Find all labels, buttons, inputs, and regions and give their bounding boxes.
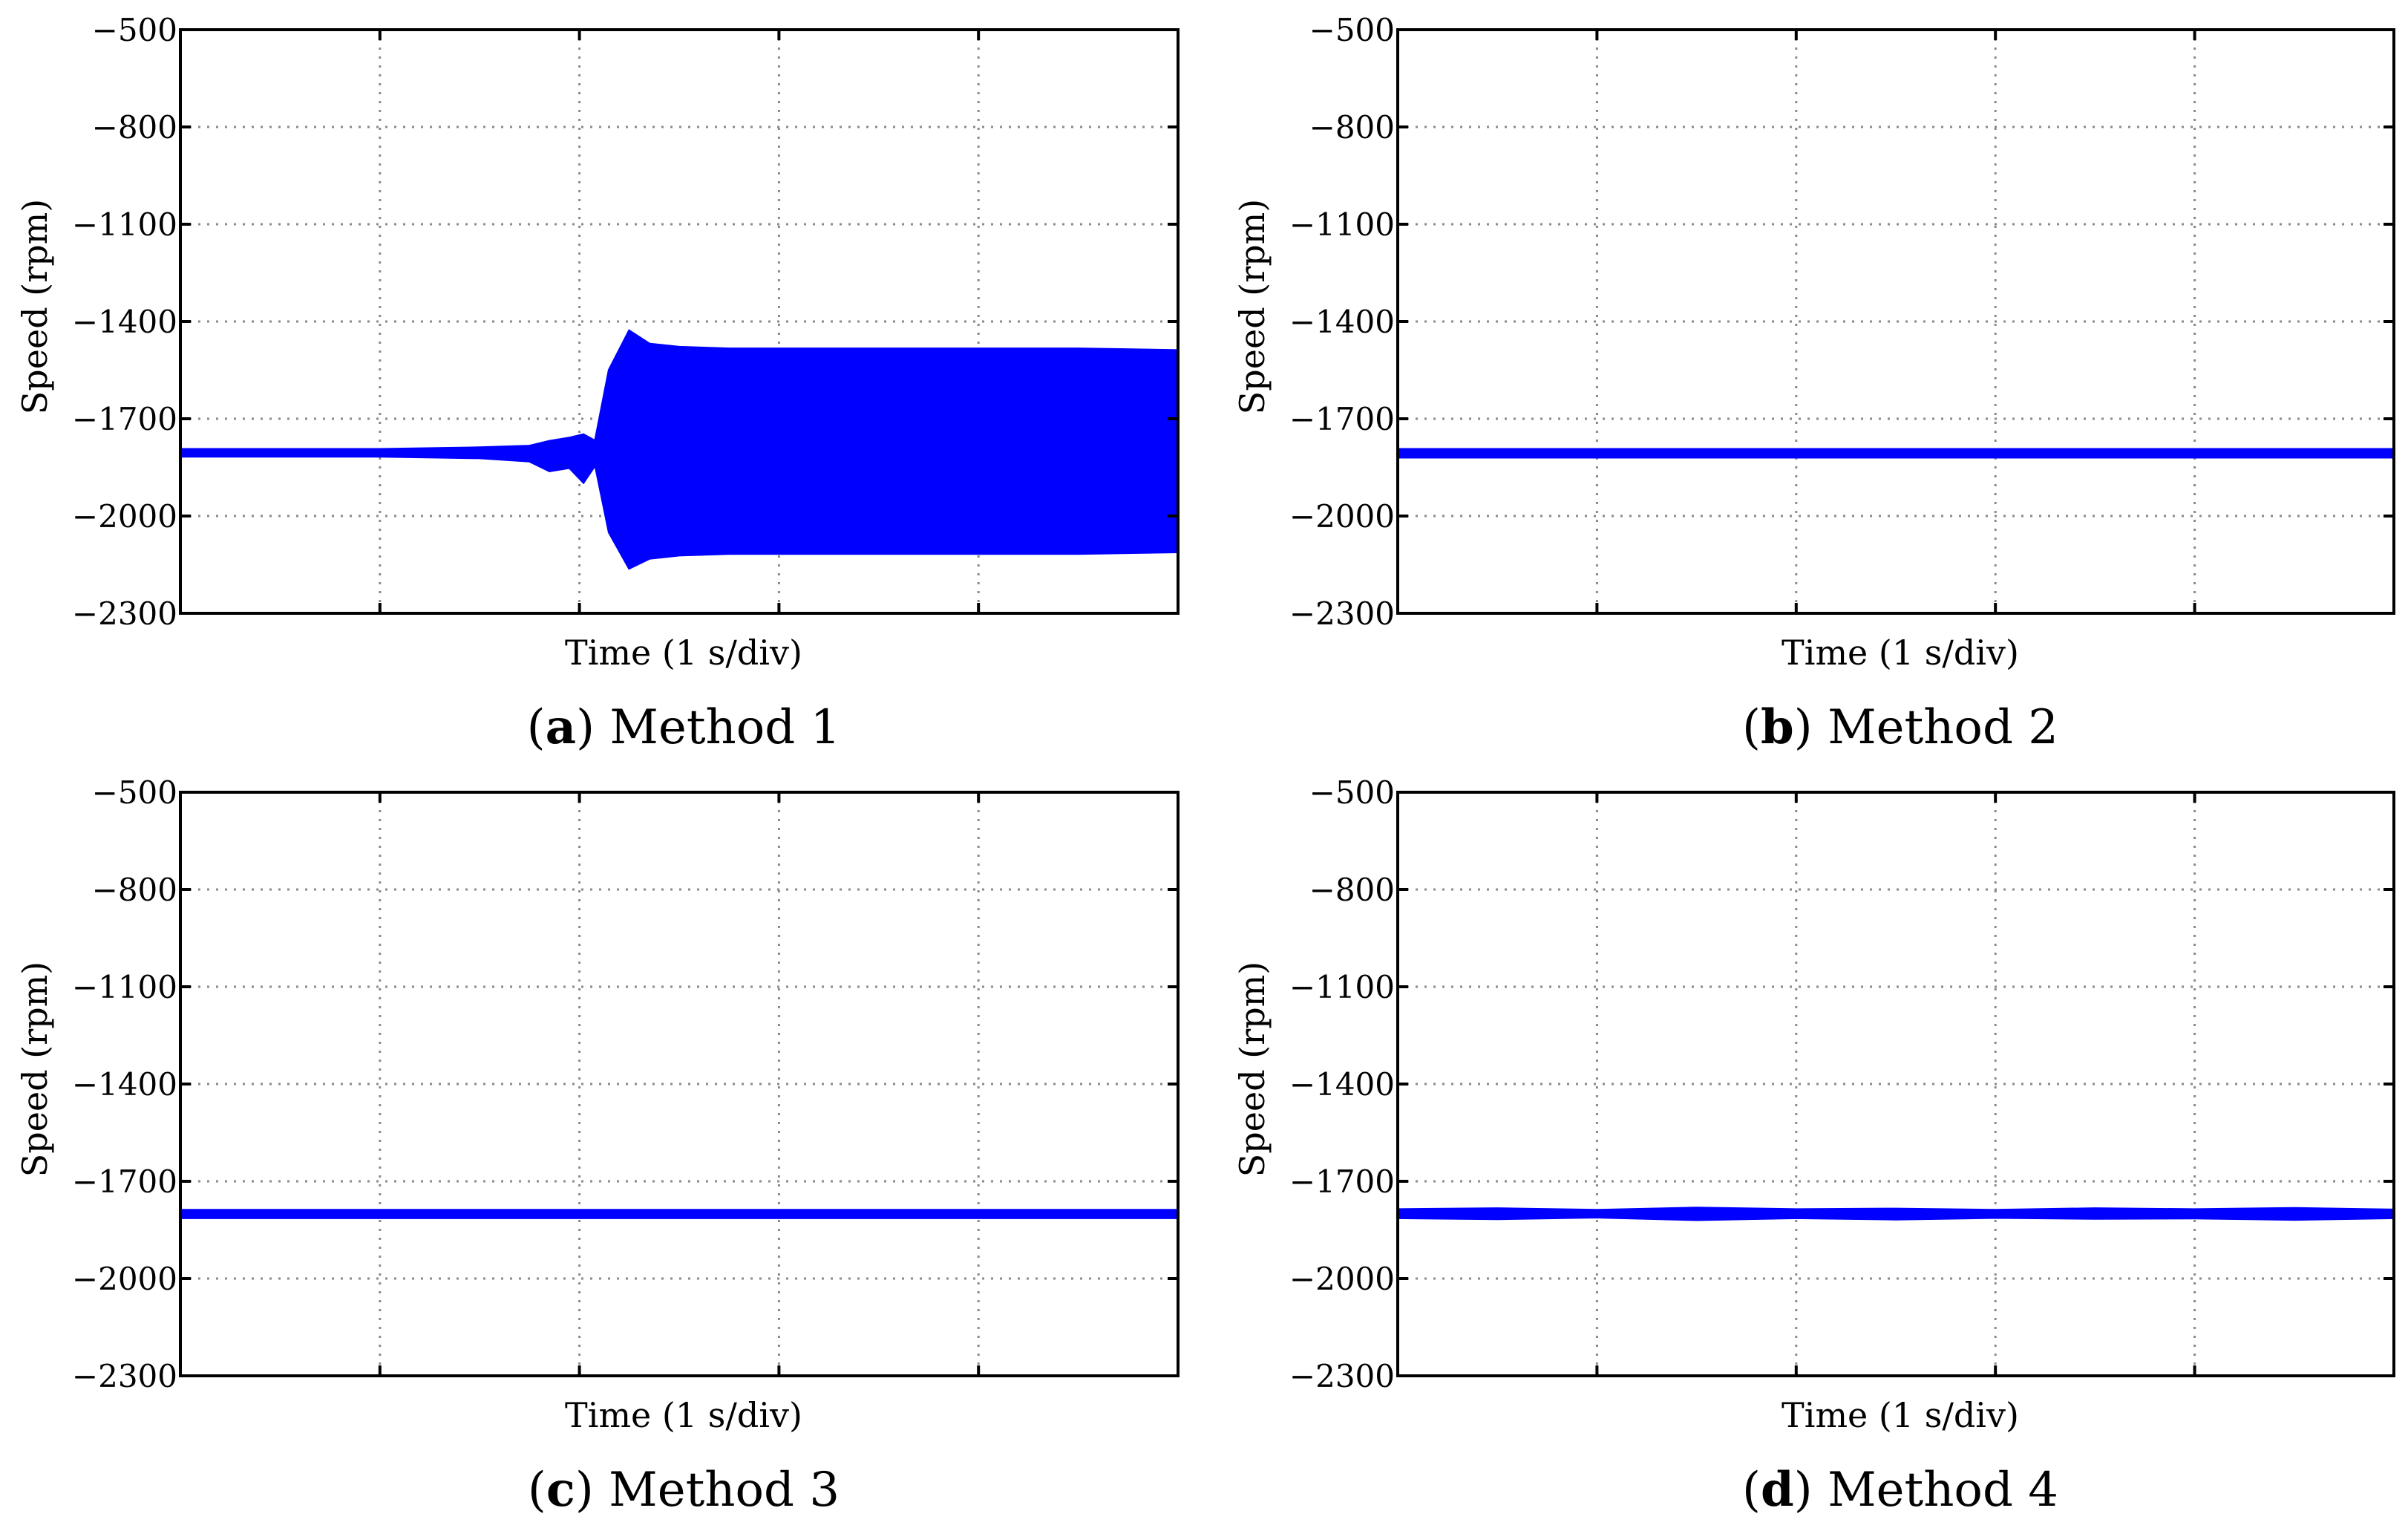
y-axis-label: Speed (rpm) bbox=[15, 199, 55, 414]
y-tick-label: −1400 bbox=[1289, 304, 1395, 340]
y-tick-label: −800 bbox=[1309, 872, 1395, 908]
panel-caption: (b) Method 2 bbox=[1742, 699, 2058, 755]
y-tick-label: −1100 bbox=[72, 206, 177, 243]
chart-panel-b: −500 −800 −1100 −1400 −1700 −2000 −2300 Time (1… bbox=[1232, 12, 2395, 755]
y-tick-label: −1100 bbox=[1289, 206, 1395, 243]
x-axis-label: Time (1 s/div) bbox=[565, 1395, 802, 1435]
x-axis-label: Time (1 s/div) bbox=[1782, 1395, 2019, 1435]
y-tick-label: −1700 bbox=[72, 1163, 177, 1200]
caption-open-paren: ( bbox=[1742, 700, 1761, 755]
caption-title: Method 2 bbox=[1813, 700, 2058, 755]
caption-close-paren: ) bbox=[1794, 1463, 1813, 1518]
y-tick-label: −2300 bbox=[72, 595, 177, 632]
speed-trace bbox=[179, 1209, 1180, 1219]
y-tick-label: −800 bbox=[92, 109, 177, 146]
speed-trace bbox=[1396, 448, 2395, 459]
y-tick-label: −2300 bbox=[1289, 595, 1395, 632]
speed-trace bbox=[1396, 1207, 2395, 1221]
y-tick-label: −500 bbox=[1309, 774, 1395, 811]
panel-caption: (c) Method 3 bbox=[528, 1462, 840, 1518]
x-axis-label: Time (1 s/div) bbox=[565, 633, 802, 673]
caption-letter: a bbox=[546, 699, 576, 755]
y-axis-label: Speed (rpm) bbox=[1232, 962, 1272, 1177]
y-axis-label: Speed (rpm) bbox=[15, 962, 55, 1177]
caption-letter: c bbox=[546, 1462, 575, 1518]
y-tick-label: −500 bbox=[92, 774, 177, 811]
y-tick-label: −2300 bbox=[72, 1358, 177, 1394]
y-tick-label: −1100 bbox=[72, 969, 177, 1005]
caption-close-paren: ) bbox=[575, 1463, 594, 1518]
y-tick-label: −2000 bbox=[72, 1261, 177, 1297]
panel-caption: (a) Method 1 bbox=[527, 699, 841, 755]
y-tick-label: −500 bbox=[1309, 12, 1395, 48]
chart-panel-d: −500 −800 −1100 −1400 −1700 −2000 −2300 Time (1… bbox=[1232, 774, 2395, 1518]
chart-panel-a: −500 −800 −1100 −1400 −1700 −2000 −2300 Time (1… bbox=[15, 12, 1180, 755]
caption-open-paren: ( bbox=[1742, 1463, 1761, 1518]
y-tick-label: −2000 bbox=[1289, 1261, 1395, 1297]
y-tick-label: −2300 bbox=[1289, 1358, 1395, 1394]
y-tick-label: −1400 bbox=[72, 1066, 177, 1103]
y-tick-label: −800 bbox=[92, 872, 177, 908]
y-tick-label: −1100 bbox=[1289, 969, 1395, 1005]
caption-letter: d bbox=[1761, 1462, 1794, 1518]
y-tick-label: −1700 bbox=[1289, 1163, 1395, 1200]
y-tick-label: −1400 bbox=[72, 304, 177, 340]
y-tick-label: −1400 bbox=[1289, 1066, 1395, 1103]
caption-close-paren: ) bbox=[1794, 700, 1813, 755]
y-tick-label: −800 bbox=[1309, 109, 1395, 146]
chart-panel-c: −500 −800 −1100 −1400 −1700 −2000 −2300 Time (1… bbox=[15, 774, 1180, 1518]
y-tick-label: −500 bbox=[92, 12, 177, 48]
y-tick-label: −2000 bbox=[72, 498, 177, 535]
y-tick-label: −1700 bbox=[1289, 401, 1395, 437]
caption-letter: b bbox=[1761, 699, 1794, 755]
panel-caption: (d) Method 4 bbox=[1742, 1462, 2058, 1518]
caption-title: Method 4 bbox=[1813, 1463, 2058, 1518]
caption-title: Method 1 bbox=[595, 700, 840, 755]
caption-open-paren: ( bbox=[527, 700, 546, 755]
y-axis-label: Speed (rpm) bbox=[1232, 199, 1272, 414]
caption-title: Method 3 bbox=[594, 1463, 840, 1518]
caption-close-paren: ) bbox=[576, 700, 595, 755]
y-tick-label: −1700 bbox=[72, 401, 177, 437]
x-axis-label: Time (1 s/div) bbox=[1782, 633, 2019, 673]
speed-trace bbox=[179, 329, 1180, 570]
caption-open-paren: ( bbox=[528, 1463, 546, 1518]
y-tick-label: −2000 bbox=[1289, 498, 1395, 535]
